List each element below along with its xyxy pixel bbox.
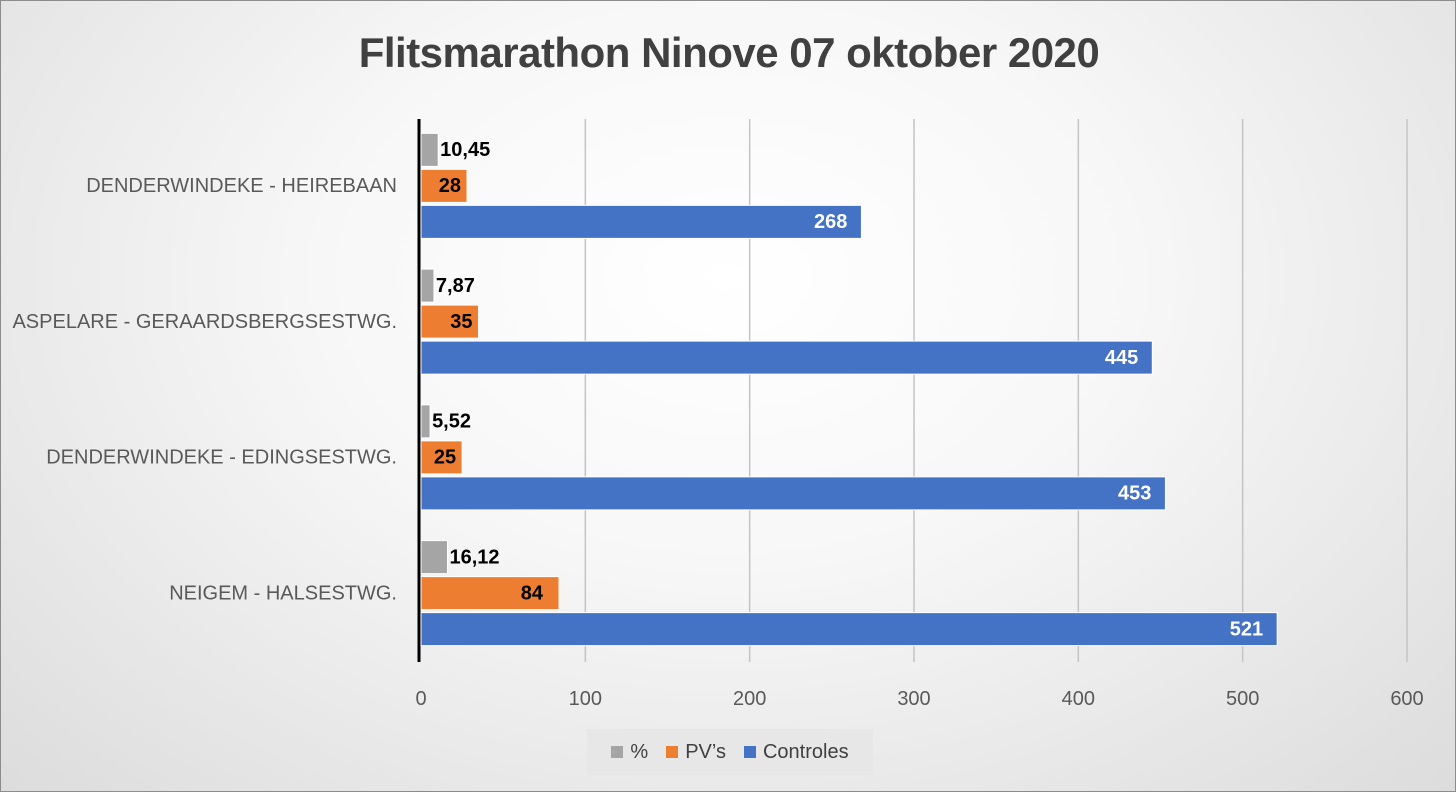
- bar: [420, 304, 480, 339]
- category-label: ASPELARE - GERAARDSBERGSESTWG.: [12, 311, 397, 333]
- bar: [420, 132, 439, 167]
- data-label: 16,12: [449, 546, 499, 568]
- legend-label-percent: %: [630, 740, 649, 763]
- legend-item-controles: Controles: [743, 740, 849, 764]
- data-label: 445: [1105, 347, 1138, 369]
- x-tick-label: 100: [569, 688, 602, 710]
- bar: [420, 404, 431, 439]
- data-label: 7,87: [436, 275, 475, 297]
- bar: [420, 440, 463, 475]
- data-label: 521: [1230, 618, 1263, 640]
- legend-item-percent: %: [611, 741, 648, 764]
- legend-swatch-pvs: [666, 746, 679, 758]
- x-tick-label: 300: [897, 688, 930, 710]
- data-label: 84: [521, 582, 544, 604]
- x-tick-label: 200: [733, 688, 766, 710]
- legend-label-pvs: PV’s: [685, 740, 726, 763]
- x-tick-label: 500: [1226, 688, 1259, 710]
- x-tick-label: 400: [1062, 688, 1095, 710]
- x-tick-label: 0: [415, 688, 426, 710]
- data-label: 35: [450, 311, 472, 333]
- bar: [420, 204, 862, 239]
- data-label: 25: [434, 447, 456, 469]
- x-tick-label: 600: [1390, 688, 1423, 710]
- legend: % PV’s Controles: [587, 729, 873, 775]
- bar: [420, 476, 1166, 511]
- bar: [420, 540, 448, 575]
- category-label: NEIGEM - HALSESTWG.: [169, 582, 397, 604]
- bar: [420, 576, 560, 611]
- chart-title: Flitsmarathon Ninove 07 oktober 2020: [358, 29, 1100, 76]
- category-label: DENDERWINDEKE - EDINGSESTWG.: [46, 447, 397, 469]
- legend-swatch-controles: [743, 746, 756, 758]
- bar: [420, 340, 1153, 375]
- legend-swatch-percent: [611, 746, 624, 758]
- bar: [420, 268, 435, 303]
- data-label: 10,45: [440, 139, 490, 161]
- legend-item-pvs: PV’s: [666, 741, 726, 764]
- bar: [420, 168, 468, 203]
- data-label: 268: [814, 211, 847, 233]
- data-label: 453: [1118, 483, 1151, 505]
- bar: [420, 612, 1278, 647]
- data-label: 5,52: [432, 411, 471, 433]
- category-label: DENDERWINDEKE - HEIREBAAN: [86, 175, 397, 197]
- legend-label-controles: Controles: [762, 740, 849, 763]
- data-label: 28: [439, 175, 461, 197]
